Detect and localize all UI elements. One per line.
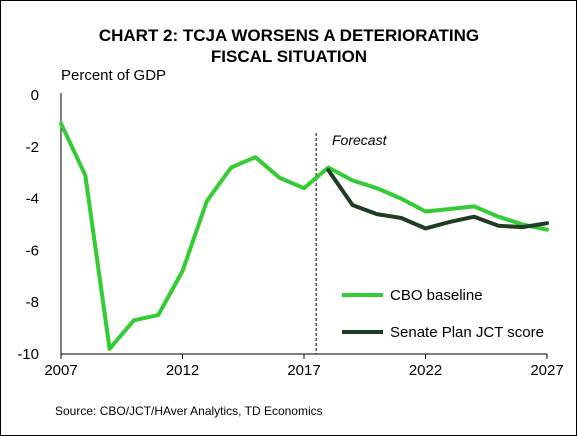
x-tick-group: 2007 2012 2017 2022 2027 xyxy=(44,354,564,379)
forecast-annotation: Forecast xyxy=(332,132,388,148)
chart-title-line-1: CHART 2: TCJA WORSENS A DETERIORATING xyxy=(99,26,479,45)
series-line-cbo-baseline xyxy=(59,121,549,351)
legend-label-cbo-baseline: CBO baseline xyxy=(390,287,483,304)
x-tick-label: 2017 xyxy=(287,362,320,379)
x-tick-label: 2012 xyxy=(166,362,199,379)
x-tick-label: 2027 xyxy=(530,362,563,379)
source-note: Source: CBO/JCT/HAver Analytics, TD Econ… xyxy=(55,404,323,418)
y-tick-label: -8 xyxy=(26,294,39,311)
y-tick-label: -4 xyxy=(26,191,39,208)
x-tick-label: 2007 xyxy=(44,362,77,379)
y-tick-group: 0 -2 -4 -6 -8 -10 xyxy=(17,87,39,363)
chart-title-line-2: FISCAL SITUATION xyxy=(211,47,367,66)
series-line-senate-plan xyxy=(326,168,549,231)
y-tick-label: -2 xyxy=(26,139,39,156)
y-tick-label: -10 xyxy=(17,346,39,363)
series-line-group xyxy=(59,121,549,351)
x-tick-label: 2022 xyxy=(409,362,442,379)
y-tick-label: -6 xyxy=(26,242,39,259)
legend-label-senate-plan: Senate Plan JCT score xyxy=(390,324,544,341)
legend: CBO baseline Senate Plan JCT score xyxy=(342,287,544,341)
y-axis-label: Percent of GDP xyxy=(61,67,166,84)
y-tick-label: 0 xyxy=(31,87,39,104)
